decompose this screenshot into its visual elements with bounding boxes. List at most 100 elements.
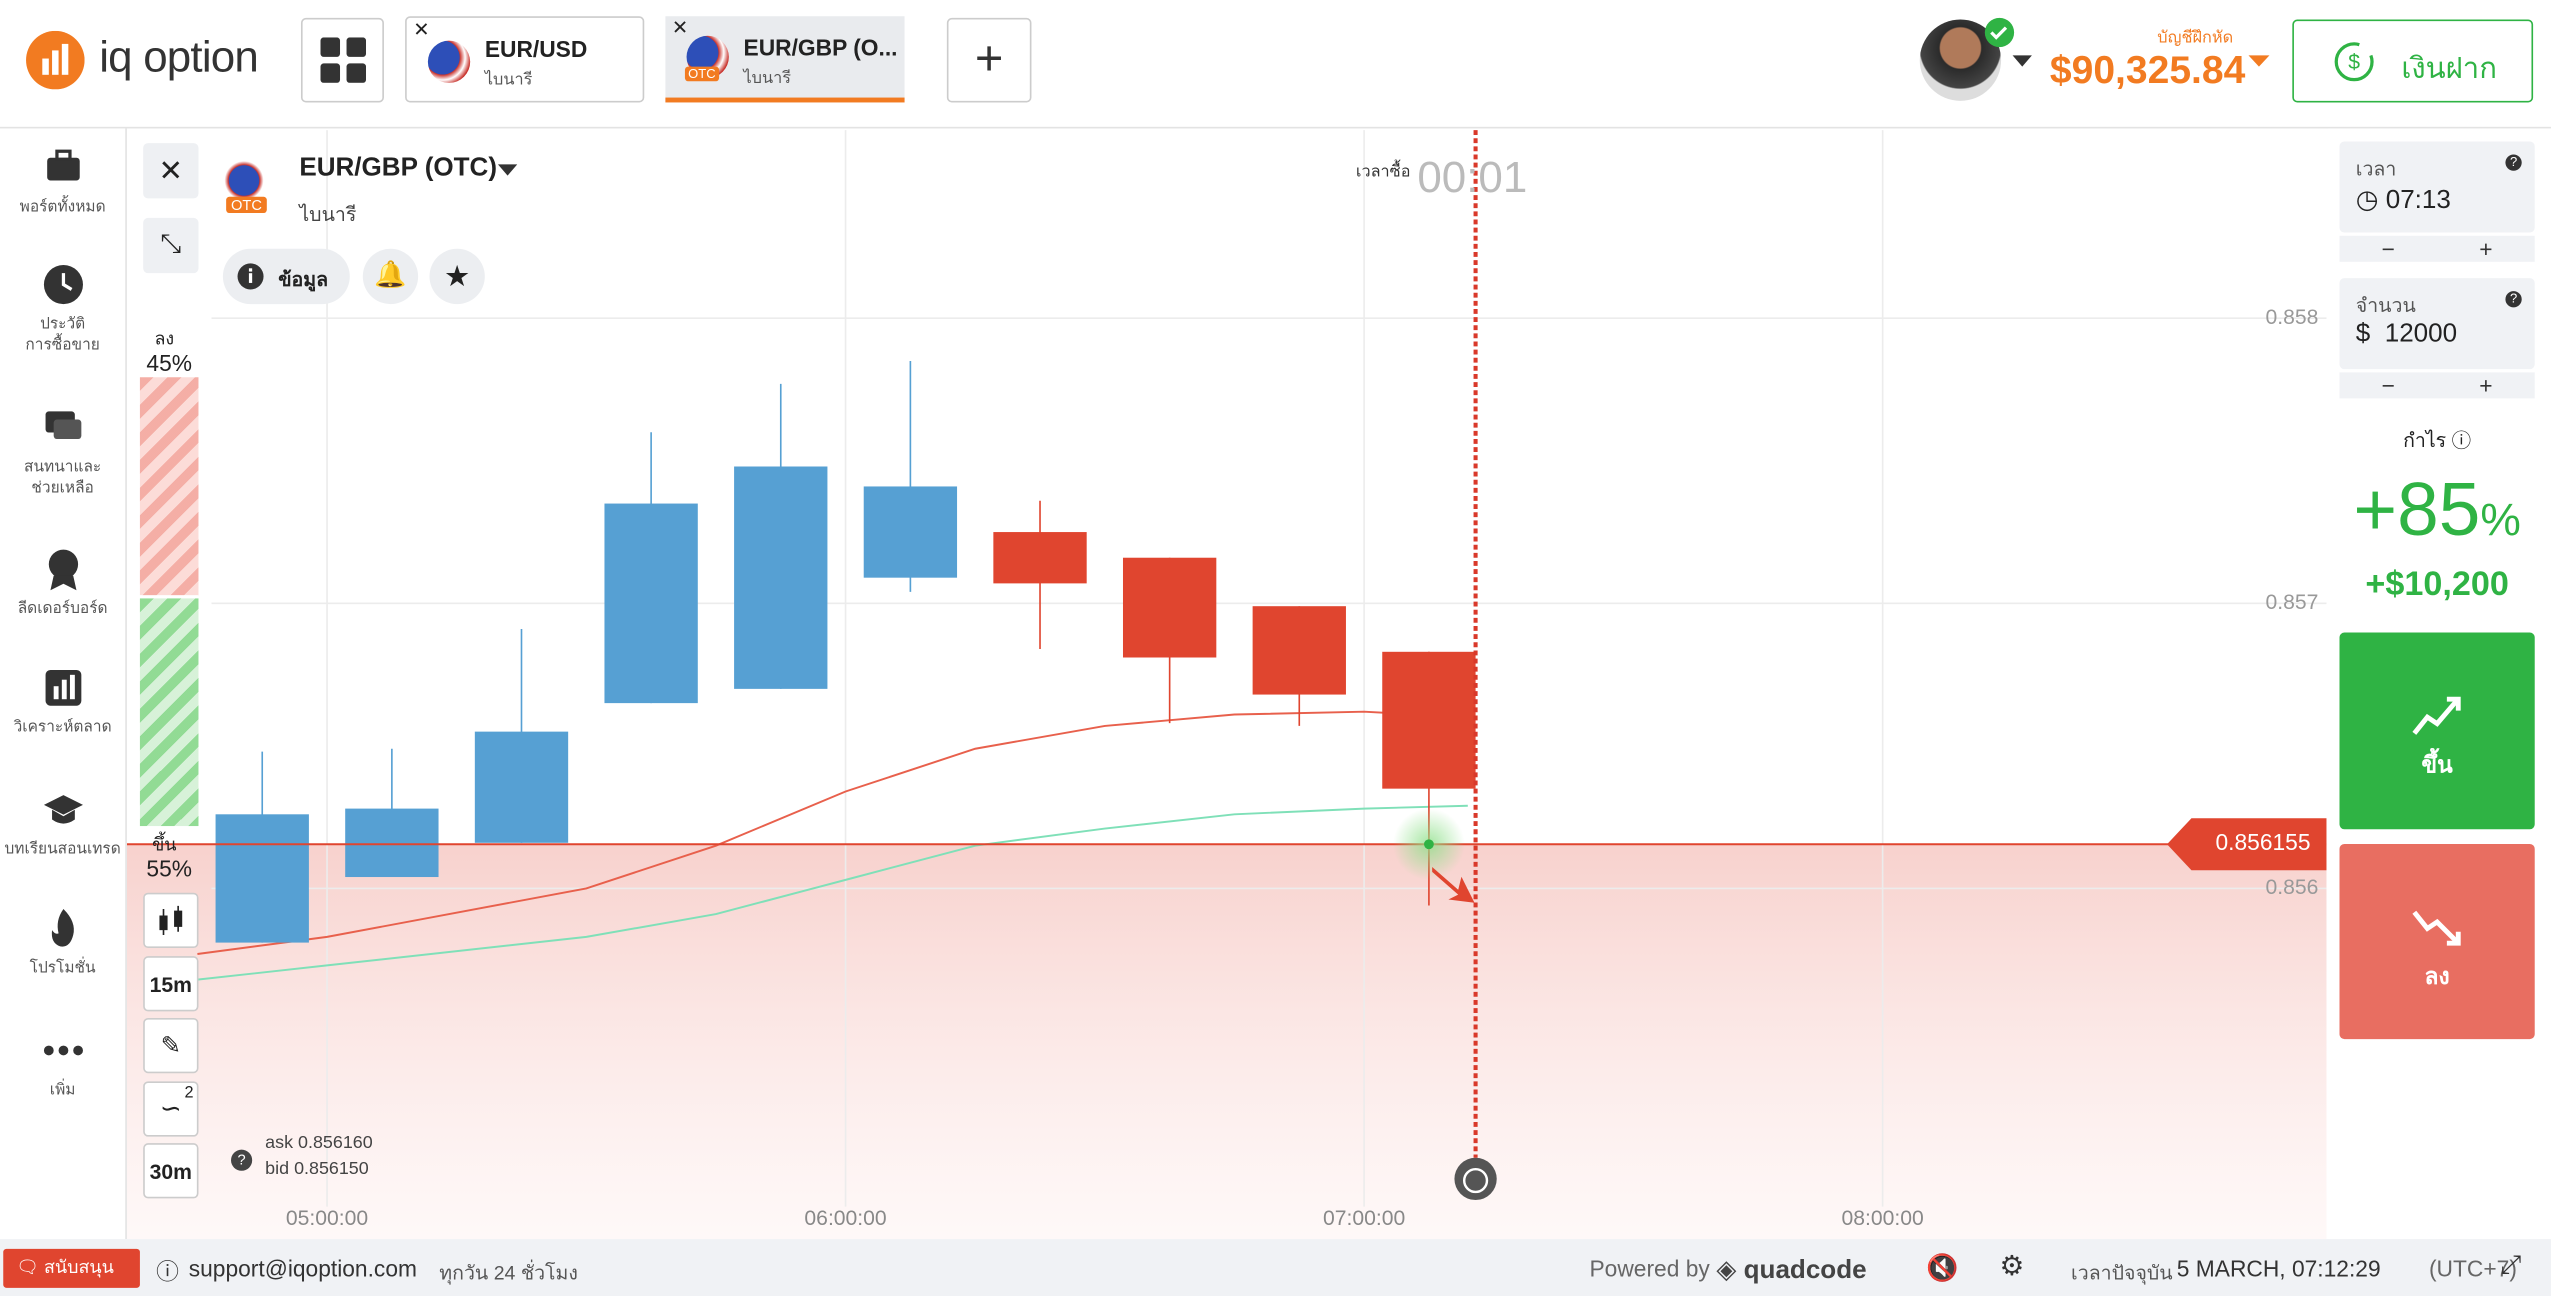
mute-button[interactable]: 🔇: [1926, 1255, 1959, 1283]
chat-label: สนับสนุน: [43, 1258, 114, 1279]
time-label: เวลา: [2355, 157, 2397, 181]
plot-layer: 0.856155 เวลาซื้อ 00:01: [126, 130, 2327, 1201]
sidebar-item[interactable]: พอร์ตทั้งหมด: [0, 145, 125, 218]
sentiment-up-label: ขึ้น: [152, 835, 177, 856]
sidebar-item[interactable]: โปรโมชั่น: [0, 906, 125, 979]
candle-body: [474, 731, 569, 843]
time-stepper[interactable]: − +: [2339, 235, 2535, 262]
profit-label: กำไร ⓘ: [2403, 429, 2472, 453]
logo-icon: [26, 30, 85, 90]
amount-stepper[interactable]: − +: [2339, 372, 2535, 399]
time-value: ◷ 07:13: [2355, 187, 2451, 215]
asset-tab-active[interactable]: ✕ OTC EUR/GBP (O... ไบนารี: [665, 16, 905, 103]
sidebar-icon: [44, 669, 81, 706]
sidebar: พอร์ตทั้งหมดประวัติ การซื้อขายสนทนาและช่ว…: [0, 128, 127, 1240]
sidebar-label: ลีดเดอร์บอร์ด: [17, 600, 108, 618]
sidebar-item[interactable]: สนทนาและช่วยเหลือ: [0, 405, 125, 499]
otc-badge: OTC: [226, 196, 267, 214]
asset-name[interactable]: EUR/GBP (OTC): [299, 154, 497, 183]
timeframe-button[interactable]: 30m: [143, 1143, 199, 1199]
dropdown-arrow[interactable]: [497, 164, 518, 177]
flag: [427, 40, 471, 83]
chat-button[interactable]: 🗨 สนับสนุน: [3, 1248, 140, 1288]
tab-close[interactable]: ✕: [671, 16, 689, 40]
sidebar-label: ประวัติ: [40, 315, 86, 334]
tab-subtitle: ไบนารี: [484, 71, 533, 90]
sidebar-item[interactable]: ประวัติ การซื้อขาย: [0, 262, 125, 356]
call-icon: [2412, 696, 2461, 735]
sidebar-label: วิเคราะห์ตลาด: [13, 718, 112, 737]
close-chart-button[interactable]: ✕: [143, 143, 199, 199]
info-button[interactable]: ข้อมูล: [222, 248, 350, 305]
chart-type-button[interactable]: [143, 892, 199, 949]
asset-type: ไบนารี: [299, 203, 357, 227]
dropdown-arrow[interactable]: [2248, 55, 2270, 68]
alert-button[interactable]: 🔔: [362, 248, 419, 305]
balance[interactable]: $90,325.84: [2049, 48, 2246, 93]
time-field[interactable]: เวลา ◷ 07:13 ?: [2339, 141, 2535, 233]
add-tab-button[interactable]: +: [946, 17, 1032, 103]
sidebar-item[interactable]: เพิ่ม: [0, 1028, 125, 1101]
indicator-count: 2: [184, 1084, 194, 1103]
grid-button[interactable]: [300, 17, 384, 103]
fullscreen-button[interactable]: ⤢: [2500, 1252, 2522, 1280]
support-email[interactable]: support@iqoption.com: [188, 1255, 417, 1282]
x-tick-label: 07:00:00: [1323, 1207, 1405, 1230]
candle-icon: [159, 905, 183, 935]
current-time: 5 MARCH, 07:12:29: [2176, 1255, 2381, 1282]
candle-period-button[interactable]: 15m: [143, 956, 199, 1012]
brand: ◈ quadcode: [1716, 1256, 1867, 1285]
sidebar-item[interactable]: บทเรียนสอนเทรด: [0, 787, 125, 860]
bid-value: 0.856150: [294, 1159, 369, 1179]
price-area: [126, 844, 2327, 1240]
draw-button[interactable]: ✎: [143, 1017, 199, 1074]
settings-button[interactable]: ⚙: [1999, 1250, 2025, 1282]
amount-text: 12000: [2384, 320, 2458, 348]
favorite-button[interactable]: ★: [429, 248, 485, 305]
sidebar-label: สนทนาและ: [24, 458, 102, 477]
asset-tab[interactable]: ✕ EUR/USD ไบนารี: [405, 16, 645, 103]
candle-body: [734, 466, 828, 689]
tab-title: EUR/USD: [484, 35, 588, 62]
dropdown-arrow[interactable]: [2012, 55, 2033, 68]
bid: bid 0.856150: [265, 1159, 369, 1179]
asset-flag: [222, 159, 266, 202]
amount-field[interactable]: จำนวน $ 12000 ?: [2339, 278, 2535, 370]
candle-body: [345, 808, 439, 878]
candle-body: [1252, 606, 1346, 695]
put-button[interactable]: ลง: [2339, 843, 2535, 1040]
sidebar-icon: [46, 149, 79, 181]
call-button[interactable]: ขึ้น: [2339, 632, 2535, 830]
x-tick-label: 06:00:00: [804, 1207, 886, 1230]
y-tick-label: 0.856: [2265, 876, 2318, 899]
deposit-button[interactable]: $ เงินฝาก: [2292, 19, 2534, 103]
expiry-timer: [1454, 1157, 1497, 1201]
deposit-icon: $: [2334, 42, 2374, 82]
sidebar-item[interactable]: ลีดเดอร์บอร์ด: [0, 546, 125, 619]
sentiment-down-pct: 45%: [146, 349, 193, 376]
current-price-tag: [2167, 818, 2327, 871]
top-bar: iq option ✕ EUR/USD ไบนารี ✕ OTC EUR/GBP…: [0, 0, 2551, 129]
sidebar-label: บทเรียนสอนเทรด: [4, 840, 121, 859]
sidebar-label: ช่วยเหลือ: [31, 479, 94, 498]
profit-pct-unit: %: [2480, 494, 2521, 545]
brand-text: quadcode: [1743, 1256, 1867, 1285]
time-text: 07:13: [2385, 187, 2451, 215]
otc-badge: OTC: [684, 66, 719, 82]
quote-help[interactable]: ?: [231, 1149, 253, 1171]
direction-arrow: [1432, 867, 1475, 903]
collapse-button[interactable]: ⤡: [143, 217, 199, 274]
account-label: บัญชีฝึกหัด: [2157, 29, 2234, 48]
help-icon: ⓘ: [156, 1258, 179, 1285]
sidebar-label: โปรโมชั่น: [29, 959, 96, 978]
tab-close[interactable]: ✕: [413, 17, 430, 41]
help[interactable]: ?: [2505, 154, 2522, 171]
sidebar-item[interactable]: วิเคราะห์ตลาด: [0, 665, 125, 738]
help[interactable]: ?: [2505, 291, 2522, 308]
entry-point: [1424, 839, 1434, 850]
verified-icon: [1984, 17, 2015, 48]
call-label: ขึ้น: [2421, 751, 2453, 778]
indicators-button[interactable]: ∽ 2: [143, 1081, 199, 1137]
